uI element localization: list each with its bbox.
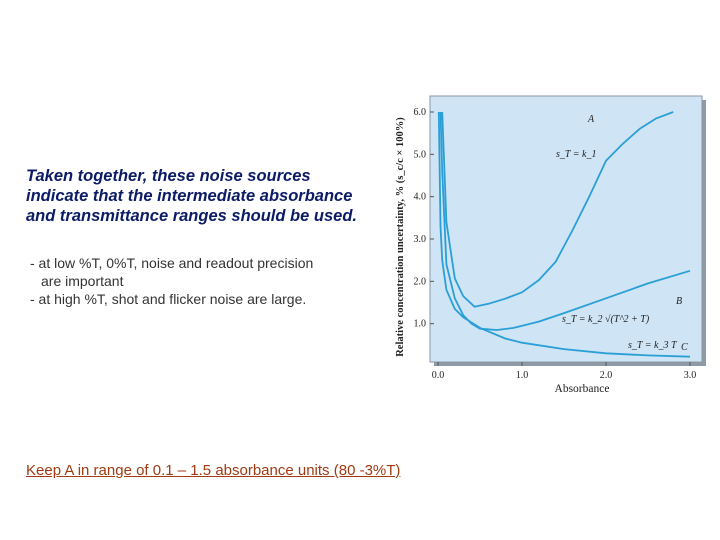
- footer-note: Keep A in range of 0.1 – 1.5 absorbance …: [26, 462, 401, 479]
- x-tick-label: 3.0: [684, 370, 697, 381]
- heading-line-1: Taken together, these noise sources: [26, 167, 311, 185]
- heading-line-3: and transmittance ranges should be used.: [26, 207, 357, 225]
- bullet-1-line-1: - at low %T, 0%T, noise and readout prec…: [30, 255, 314, 271]
- series-c-label: C: [681, 342, 688, 353]
- heading-line-2: indicate that the intermediate absorbanc…: [26, 187, 353, 205]
- heading: Taken together, these noise sources indi…: [26, 166, 396, 226]
- x-tick-label: 0.0: [432, 370, 445, 381]
- series-a-equation: s_T = k_1: [556, 149, 596, 160]
- series-c-equation: s_T = k_3 T: [628, 340, 678, 351]
- bullet-1-line-2: are important: [41, 273, 124, 289]
- series-a-label: A: [587, 114, 595, 125]
- y-tick-label: 3.0: [414, 234, 427, 245]
- bullet-2: - at high %T, shot and flicker noise are…: [30, 291, 307, 307]
- y-tick-label: 6.0: [414, 107, 427, 118]
- x-tick-label: 2.0: [600, 370, 613, 381]
- series-line-c: [437, 111, 691, 358]
- series-line-a: [441, 111, 674, 308]
- series-b-equation: s_T = k_2 √(T^2 + T): [562, 314, 650, 325]
- y-tick-label: 2.0: [414, 276, 427, 287]
- y-axis-label: Relative concentration uncertainty, % (s…: [395, 117, 406, 357]
- series-b-label: B: [676, 296, 682, 307]
- y-tick-label: 4.0: [414, 192, 427, 203]
- bullet-list: - at low %T, 0%T, noise and readout prec…: [30, 254, 370, 308]
- plot-area: [429, 95, 703, 363]
- y-tick-label: 5.0: [414, 149, 427, 160]
- x-axis-label: Absorbance: [555, 383, 610, 395]
- y-tick-label: 1.0: [414, 319, 427, 330]
- x-tick-label: 1.0: [516, 370, 529, 381]
- series-line-b: [439, 111, 691, 331]
